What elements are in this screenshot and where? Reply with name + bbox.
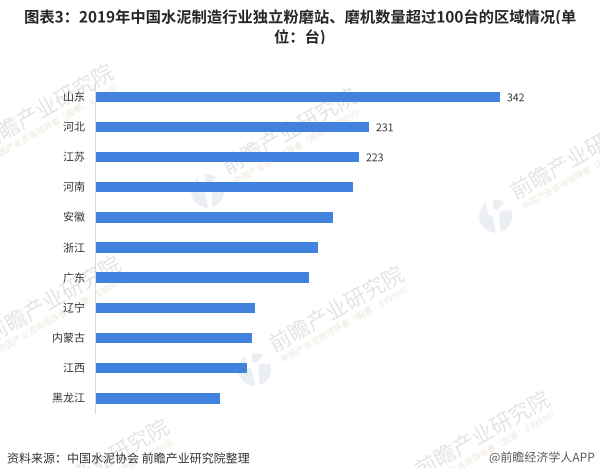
bar-安徽 [96, 212, 334, 223]
category-label: 广东 [63, 272, 85, 283]
watermark-slogan-text: 中国产业咨询领导者（股票：839599） [520, 128, 600, 210]
bar-江苏 [96, 151, 360, 163]
category-label: 江西 [63, 362, 85, 373]
category-label: 安徽 [63, 211, 85, 222]
bar-河北 [96, 121, 369, 133]
category-label: 内蒙古 [52, 332, 85, 343]
category-label: 河北 [63, 121, 85, 132]
watermark-brand-text: 前瞻产业研究院 [506, 109, 600, 202]
bar-row: 江苏 223 [0, 142, 600, 172]
bar-河南 [96, 181, 354, 193]
bar-row: 安徽 [0, 202, 600, 232]
watermark-brand-text: 前瞻产业研究院 [0, 60, 117, 153]
category-label: 山东 [63, 91, 85, 102]
bar-内蒙古 [96, 332, 252, 344]
watermark-slogan-text: 中国产业咨询领导者（股票：839599） [279, 281, 414, 363]
chart-title: 图表3：2019年中国水泥制造行业独立粉磨站、磨机数量超过100台的区域情况(单… [0, 9, 600, 44]
value-label: 342 [506, 92, 524, 103]
bar-row: 广东 [0, 263, 600, 293]
bar-row: 内蒙古 [0, 323, 600, 353]
category-label: 河南 [63, 181, 85, 192]
category-label: 浙江 [63, 242, 85, 253]
bar-row: 山东 342 [0, 82, 600, 112]
category-axis-line [95, 82, 96, 414]
credit-note: @前瞻经济学人APP [489, 451, 595, 463]
bar-辽宁 [96, 302, 256, 314]
bar-row: 浙江 [0, 232, 600, 262]
bar-row: 河南 [0, 172, 600, 202]
bar-江西 [96, 362, 248, 374]
value-label: 231 [376, 122, 393, 133]
bar-黑龙江 [96, 393, 220, 404]
source-note: 资料来源：中国水泥协会 前瞻产业研究院整理 [7, 452, 250, 464]
bar-广东 [96, 272, 309, 283]
qianzhan-logo-icon [232, 346, 277, 391]
watermark-brand-text: 前瞻产业研究院 [265, 262, 407, 355]
watermark-brand-text: 前瞻产业研究院 [30, 415, 172, 468]
bar-row: 辽宁 [0, 293, 600, 323]
bar-row: 黑龙江 [0, 383, 600, 413]
watermark-brand-text: 前瞻产业研究院 [411, 387, 553, 468]
category-label: 黑龙江 [52, 392, 85, 403]
bar-山东 [96, 91, 500, 102]
value-label: 223 [366, 152, 384, 163]
bar-浙江 [96, 242, 318, 253]
category-label: 辽宁 [63, 302, 85, 313]
qianzhan-logo-icon [473, 193, 518, 238]
bar-row: 江西 [0, 353, 600, 383]
bar-row: 河北 231 [0, 112, 600, 142]
category-label: 江苏 [63, 151, 85, 162]
